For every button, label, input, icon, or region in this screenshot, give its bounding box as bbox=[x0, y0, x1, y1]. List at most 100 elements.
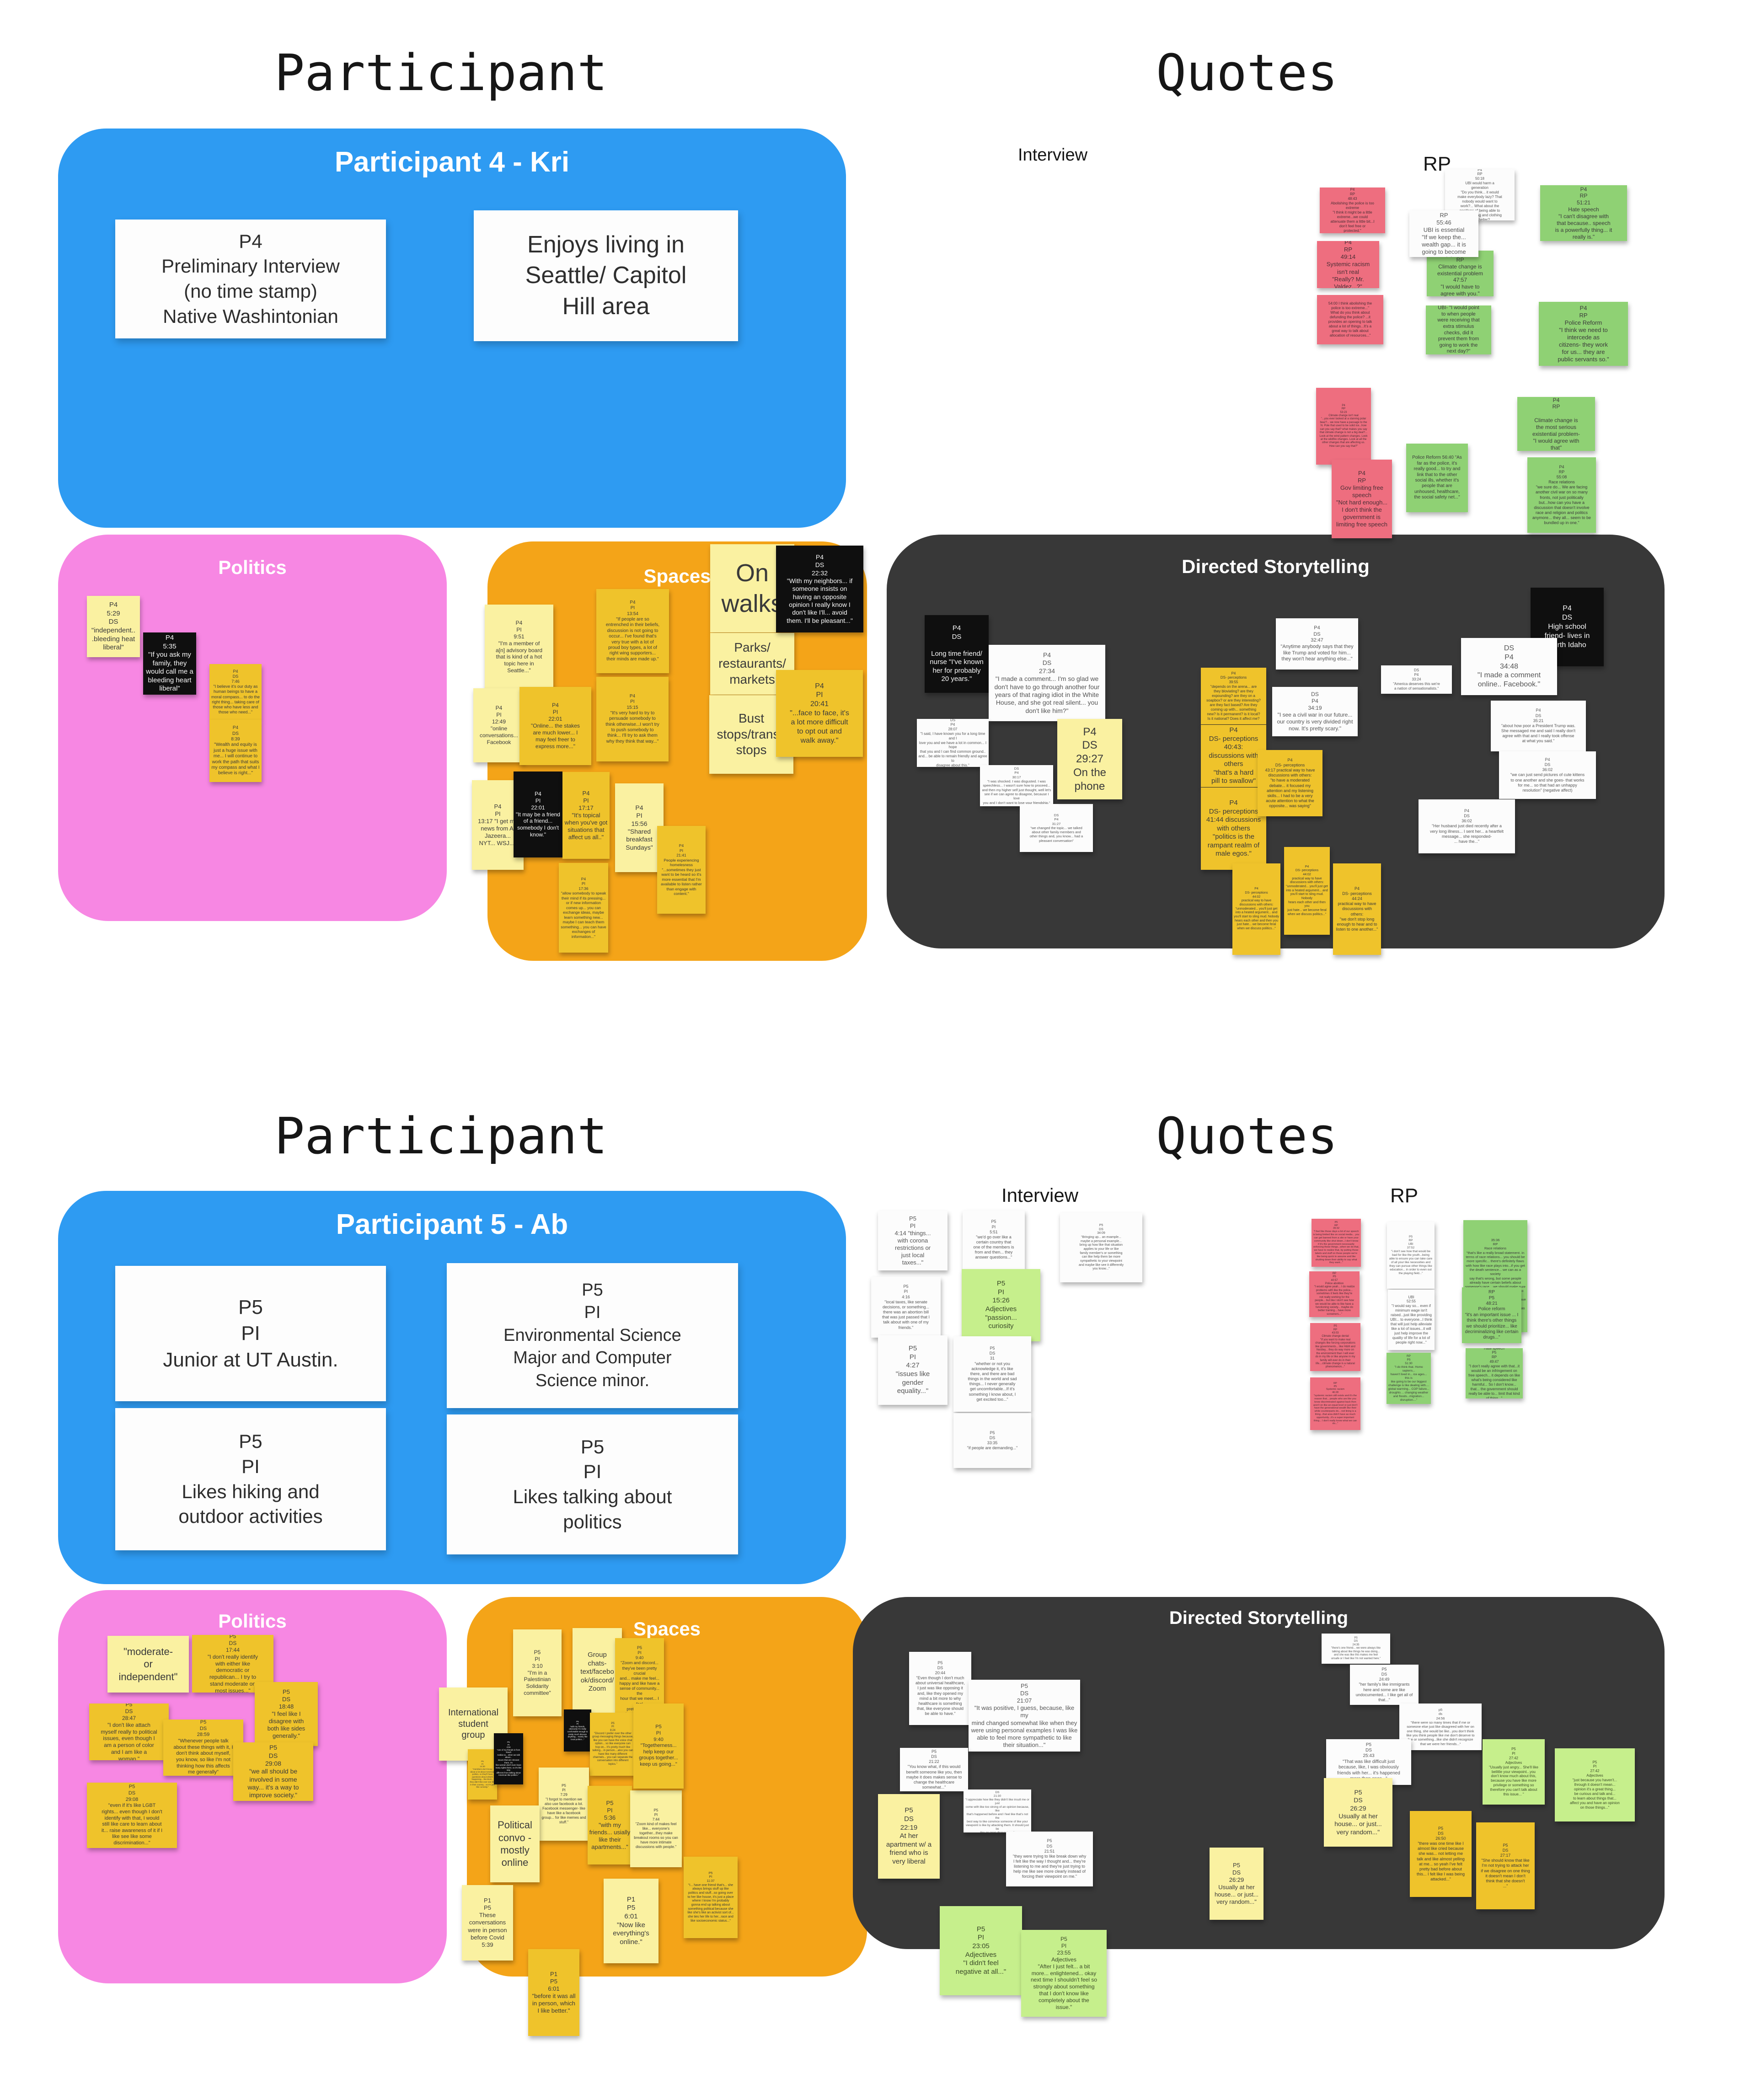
sticky-note[interactable]: P4 PI 15:56 "Shared breakfast Sundays" bbox=[615, 783, 664, 872]
sticky-note[interactable]: P4 RP Climate change is the most serious… bbox=[1517, 397, 1595, 451]
sticky-note[interactable]: P5 DS 29:08 "even if it's like LGBT righ… bbox=[87, 1783, 177, 1848]
sticky-note[interactable]: P1 P5 These conversations were in person… bbox=[462, 1885, 513, 1961]
sticky-note[interactable]: P4 RP 55:08 Race relations "we sure do..… bbox=[1527, 457, 1596, 533]
sticky-note[interactable]: DS P4 28:07 "I said, I have known you fo… bbox=[917, 719, 989, 767]
sticky-note[interactable]: P5 PI 14:30 "members don't know about a … bbox=[468, 1749, 497, 1800]
sticky-note[interactable]: P4 PI 12:49 "online conversations... Fac… bbox=[473, 688, 525, 762]
sticky-note[interactable]: P4 DS- perceptions 44:24 practical way t… bbox=[1333, 863, 1381, 955]
sticky-note[interactable]: P4 RP 51:21 Hate speech "I can't disagre… bbox=[1540, 185, 1627, 241]
sticky-note[interactable]: P5 PI 3:10 "I'm in a Palestinian Solidar… bbox=[513, 1629, 562, 1716]
sticky-note[interactable]: P4 PI 21:41 People experiencing homelesn… bbox=[657, 826, 706, 914]
sticky-note[interactable]: P4 DS Long time friend/ nurse "I've know… bbox=[925, 615, 989, 693]
sticky-note[interactable]: P5 RP UBI 37:52 "i don't see how that wo… bbox=[1387, 1222, 1435, 1289]
sticky-note[interactable]: Group chats- text/facebo ok/discord/ Zoo… bbox=[573, 1628, 622, 1716]
sticky-note[interactable]: P5 DS 28:47 "I don't like attach myself … bbox=[89, 1704, 169, 1760]
sticky-note[interactable]: P5 PI 7:44 "Zoom kind of makes feel like… bbox=[630, 1790, 682, 1867]
sticky-note[interactable]: P5 DS 17:44 "I don't really identify wit… bbox=[192, 1635, 273, 1693]
sticky-note[interactable]: P5 DS 26:50 "there was one time like I a… bbox=[1410, 1811, 1472, 1897]
sticky-note[interactable]: P5 PI 4:27 "issues like gender equality.… bbox=[878, 1335, 948, 1405]
sticky-note[interactable]: P4 PI 22:01 "Online... the stakes are mu… bbox=[519, 687, 591, 765]
sticky-note[interactable]: Political convo - mostly online bbox=[490, 1805, 540, 1882]
sticky-note[interactable]: P4 PI 13:54 "If people are so entrenched… bbox=[596, 589, 669, 673]
sticky-note[interactable]: P5 PI 15:26 Adjectives "passion... curio… bbox=[962, 1269, 1040, 1341]
sticky-note[interactable]: P4 5:35 "If you ask my family, they woul… bbox=[143, 632, 196, 695]
sticky-note[interactable]: P5 DS 26:29 Usually at her house... or j… bbox=[1210, 1848, 1263, 1920]
sticky-note[interactable]: P5 PI 27:42 Adjectives "just because you… bbox=[1555, 1748, 1635, 1821]
sticky-note[interactable]: P4 DS 8:39 "Wealth and equity is just a … bbox=[209, 720, 262, 782]
sticky-note[interactable]: P4 DS- perceptions 44:02 practical way t… bbox=[1232, 863, 1280, 955]
sticky-note[interactable]: P4 RP 48:43 Abolishing the police is too… bbox=[1320, 188, 1385, 233]
sticky-note[interactable]: "moderate- or independent" bbox=[107, 1636, 189, 1693]
sticky-note[interactable]: P4 DS 22:32 "With my neighbors... if som… bbox=[776, 546, 863, 632]
sticky-note[interactable]: P4 RP Gov limiting free speech "Not hard… bbox=[1332, 460, 1392, 538]
sticky-note[interactable]: Police Reform 56:40 "As far as the polic… bbox=[1406, 444, 1468, 512]
sticky-note[interactable]: P5 DS 28:59 "Whenever people talk about … bbox=[163, 1720, 243, 1776]
sticky-note[interactable]: P4 PI 20:41 "...face to face, it's a lot… bbox=[776, 670, 863, 757]
sticky-note[interactable]: DS P4 30:17 "I was shocked. I was disgus… bbox=[980, 765, 1053, 806]
sticky-note[interactable]: RP P5 48:21 Police reform "it's an impor… bbox=[1462, 1287, 1521, 1343]
sticky-note[interactable]: P5 DS 24:35 "there's one friend... we we… bbox=[1322, 1634, 1390, 1664]
sticky-note[interactable]: P4 PI 15:15 "It's very hard to try to pe… bbox=[596, 677, 669, 761]
sticky-note[interactable]: P4 DS 7:46 "I believe it's our duty as h… bbox=[209, 664, 262, 720]
sticky-note[interactable]: DS P4 31:27 "we changed the topic... we … bbox=[1020, 804, 1093, 852]
sticky-note[interactable]: P5 PI 8:24 "Discord I prefer over the ot… bbox=[590, 1713, 636, 1776]
sticky-note[interactable]: P5 DS 27:17 "She should know that like I… bbox=[1476, 1822, 1535, 1909]
sticky-note[interactable]: P5 PI 23:05 Adjectives "I didn't feel ne… bbox=[940, 1906, 1022, 1995]
sticky-note[interactable]: P4 5:29 DS "independent.. .bleeding heat… bbox=[87, 596, 140, 657]
sticky-note[interactable]: P5 DS 18:48 "I feel like I disagree with… bbox=[255, 1682, 318, 1746]
sticky-note[interactable]: P5 DS 29:08 "we all should be involved i… bbox=[233, 1742, 313, 1801]
sticky-note[interactable]: RP P5 Systemic racism 46:28 "systemic ra… bbox=[1310, 1377, 1360, 1430]
sticky-note[interactable]: P5 DS 26:29 Usually at her house... or j… bbox=[1324, 1778, 1392, 1847]
sticky-note[interactable]: P5 DS 21:22 "You know what, if this woul… bbox=[900, 1748, 968, 1791]
sticky-note[interactable]: P5 DS 31 "whether or not you acknowledge… bbox=[953, 1336, 1031, 1412]
sticky-note[interactable]: P4 DS 29:27 On the phone bbox=[1057, 719, 1122, 799]
sticky-note[interactable]: DS P4 34:19 "I see a civil war in our fu… bbox=[1272, 687, 1358, 736]
sticky-note[interactable]: P4 PI 9:51 "I'm a member of a[n] advisor… bbox=[485, 605, 553, 689]
sticky-note[interactable]: Hate speech P5 RP 49:47 "I don't really … bbox=[1466, 1348, 1523, 1398]
info-card[interactable]: P4 Preliminary Interview (no time stamp)… bbox=[115, 220, 386, 338]
sticky-note[interactable]: P4 PI 17:36 "allow somebody to speak the… bbox=[559, 863, 608, 953]
sticky-note[interactable]: P4 DS 27:34 "I made a comment... I'm so … bbox=[989, 645, 1105, 721]
info-card[interactable]: P5 PI Environmental Science Major and Co… bbox=[447, 1263, 738, 1408]
sticky-note[interactable]: P5 DS 24:49 "her family's like immigrant… bbox=[1350, 1665, 1419, 1705]
sticky-note[interactable]: 54:00 I think abolishing the police is t… bbox=[1317, 295, 1383, 344]
sticky-note[interactable]: P5 DS 21:30 "I appreciate how like they … bbox=[964, 1789, 1031, 1832]
info-card[interactable]: P5 PI Likes hiking and outdoor activitie… bbox=[115, 1408, 386, 1550]
sticky-note[interactable]: P5 PI 9:40 "Togetherness... help keep ou… bbox=[633, 1704, 684, 1789]
sticky-note[interactable]: P4 RP 55:46 UBI is essential "If we keep… bbox=[1409, 210, 1478, 257]
sticky-note[interactable]: UBI- "I would point to when people were … bbox=[1426, 305, 1491, 354]
sticky-note[interactable]: P4 PI 22:01 "It may be a friend of a fri… bbox=[514, 771, 562, 857]
sticky-note[interactable]: P5 RP 43:03 Climate change denial "If yo… bbox=[1310, 1323, 1360, 1371]
sticky-note[interactable]: P4 DS 35:21 "about how poor a President … bbox=[1491, 701, 1586, 751]
sticky-note[interactable]: P4 DS 36:02 "Her husband just died recen… bbox=[1419, 799, 1515, 853]
sticky-note[interactable]: DS P4 33:24 "America deserves this we're… bbox=[1381, 665, 1452, 694]
sticky-note[interactable]: P4 DS- perceptions 40:43: discussions wi… bbox=[1201, 725, 1266, 787]
sticky-note[interactable]: RP P5 40:57 Police abolition "I would ag… bbox=[1309, 1271, 1360, 1317]
sticky-note[interactable]: P4 RP Police Reform "I think we need to … bbox=[1539, 302, 1628, 366]
info-card[interactable]: P5 PI Junior at UT Austin. bbox=[115, 1266, 386, 1401]
sticky-note[interactable]: P4 DS- perceptions 43:17 practical way t… bbox=[1258, 750, 1322, 816]
info-card[interactable]: Enjoys living in Seattle/ Capitol Hill a… bbox=[474, 210, 738, 341]
sticky-note[interactable]: UBI 52:55 "I would say so... even if min… bbox=[1388, 1290, 1435, 1350]
sticky-note[interactable]: P5 PI 4:53 "one of my friends is from Sa… bbox=[494, 1733, 523, 1784]
sticky-note[interactable]: P5 DS 25:43 "That was like difficult jus… bbox=[1326, 1739, 1411, 1785]
sticky-note[interactable]: P4 DS 32:47 "Anytime anybody says that t… bbox=[1276, 618, 1358, 670]
sticky-note[interactable]: P5 PI "with my friends, obviously I'm re… bbox=[564, 1709, 591, 1752]
info-card[interactable]: P5 PI Likes talking about politics bbox=[447, 1414, 738, 1554]
sticky-note[interactable]: P4 PI 17:17 "It's topical when you've go… bbox=[562, 772, 610, 859]
sticky-note[interactable]: P5 PI 5:51 "we'd go over like a certain … bbox=[963, 1211, 1025, 1269]
sticky-note[interactable]: P5 PI 4:16 "local taxes, like senate dec… bbox=[871, 1277, 941, 1338]
sticky-note[interactable]: P4 RP Climate change is existential prob… bbox=[1427, 251, 1494, 296]
sticky-note[interactable]: P1 P5 6:01 "before it was all in person,… bbox=[528, 1949, 579, 2036]
sticky-note[interactable]: P4 DS- perceptions 41:44 discussions wit… bbox=[1201, 788, 1266, 870]
sticky-note[interactable]: P5 DS 21:51 "they were trying to like br… bbox=[1006, 1832, 1093, 1886]
sticky-note[interactable]: P5 RP 39:32 "I feel like these days a lo… bbox=[1312, 1219, 1361, 1267]
sticky-note[interactable]: P5 DS 21:07 "It was positive, I guess, b… bbox=[969, 1680, 1080, 1752]
sticky-note[interactable]: P5 PI 4:14 "things... with corona restri… bbox=[878, 1211, 948, 1270]
sticky-note[interactable]: DS P4 34:48 "I made a comment online.. F… bbox=[1461, 638, 1557, 695]
sticky-note[interactable]: P5 DS 22:19 At her apartment w/ a friend… bbox=[878, 1794, 940, 1879]
sticky-note[interactable]: RP P5 51:30 "I do think that. Homo sapie… bbox=[1387, 1353, 1431, 1404]
sticky-note[interactable]: P4 DS- perceptions 39:55 "depends on the… bbox=[1201, 668, 1266, 724]
sticky-note[interactable]: P1 P5 6:01 "Now like everything's online… bbox=[604, 1879, 658, 1963]
sticky-note[interactable]: P4 DS 36:02 "we can just send pictures o… bbox=[1499, 751, 1596, 799]
